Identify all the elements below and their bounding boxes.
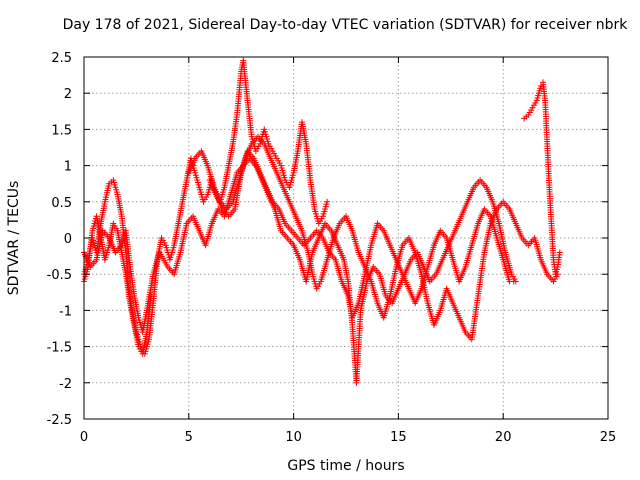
y-tick-label: -0.5 xyxy=(47,268,72,283)
y-tick-label: 2.5 xyxy=(51,51,72,66)
data-points-layer xyxy=(81,57,563,386)
y-tick-label: 0.5 xyxy=(51,196,72,211)
data-point xyxy=(556,249,563,256)
x-tick-label: 0 xyxy=(80,430,88,445)
data-point xyxy=(510,278,517,285)
y-tick-label: 1 xyxy=(64,160,72,175)
y-tick-label: -1 xyxy=(59,304,72,319)
x-tick-label: 5 xyxy=(185,430,193,445)
data-point xyxy=(324,198,331,205)
y-tick-label: 1.5 xyxy=(51,123,72,138)
y-tick-label: 0 xyxy=(64,232,72,247)
y-axis-title: SDTVAR / TECUs xyxy=(6,181,22,296)
x-tick-label: 20 xyxy=(495,430,512,445)
data-point xyxy=(148,292,155,299)
y-tick-label: -1.5 xyxy=(47,341,72,356)
x-tick-label: 10 xyxy=(285,430,302,445)
y-tick-label: 2 xyxy=(64,87,72,102)
tick-labels-layer: 0 5 10 15 20 25 -2.5 -2 -1.5 -1 -0.5 0 0.5 1 1.5 2 2.5 xyxy=(47,51,617,445)
y-tick-label: -2 xyxy=(59,377,72,392)
chart-title: Day 178 of 2021, Sidereal Day-to-day VTE… xyxy=(63,17,629,33)
ticks-layer xyxy=(83,56,609,420)
y-tick-label: -2.5 xyxy=(47,413,72,428)
x-axis-title: GPS time / hours xyxy=(287,458,404,474)
x-tick-label: 25 xyxy=(600,430,617,445)
x-tick-label: 15 xyxy=(390,430,407,445)
